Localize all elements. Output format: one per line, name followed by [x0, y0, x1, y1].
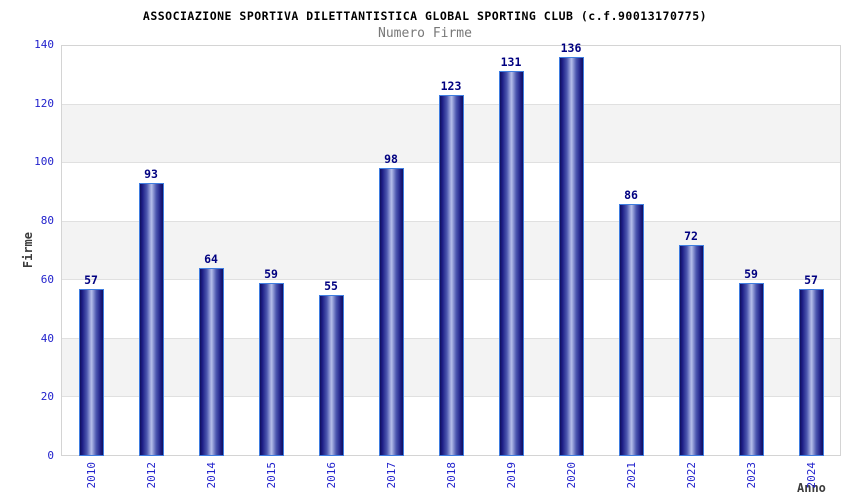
x-tick-label-text: 2024: [804, 462, 818, 489]
bar-value-label: 57: [804, 273, 818, 287]
x-tick-label-text: 2018: [444, 462, 458, 489]
chart-title: ASSOCIAZIONE SPORTIVA DILETTANTISTICA GL…: [142, 9, 708, 23]
bar: [378, 168, 404, 456]
bar: [678, 245, 704, 456]
x-tick-label: 2018: [443, 462, 459, 500]
y-tick-label: 40: [40, 331, 54, 345]
bar: [738, 283, 764, 456]
x-tick-label-text: 2014: [204, 462, 218, 489]
bar: [318, 295, 344, 456]
x-axis-title: Anno: [797, 481, 826, 495]
bar: [618, 204, 644, 456]
x-tick-label-text: 2017: [384, 462, 398, 489]
bar-value-label: 59: [264, 267, 278, 281]
x-tick-label: 2024: [803, 462, 819, 500]
bar-value-label: 123: [440, 79, 462, 93]
bar: [78, 289, 104, 456]
x-tick-label: 2015: [263, 462, 279, 500]
y-tick-label: 80: [40, 214, 54, 228]
x-tick-label: 2014: [203, 462, 219, 500]
y-tick-label: 120: [34, 96, 54, 110]
x-tick-label: 2021: [623, 462, 639, 500]
x-tick-label: 2017: [383, 462, 399, 500]
bar-value-label: 86: [624, 188, 638, 202]
x-tick-label-text: 2016: [324, 462, 338, 489]
chart-subtitle: Numero Firme: [378, 26, 472, 41]
x-tick-label: 2012: [143, 462, 159, 500]
x-tick-label-text: 2015: [264, 462, 278, 489]
y-tick-label: 20: [40, 390, 54, 404]
y-tick-label: 0: [47, 449, 54, 462]
bar: [558, 57, 584, 456]
bar-value-label: 57: [84, 273, 98, 287]
bar: [198, 268, 224, 456]
bar-value-label: 136: [560, 41, 582, 55]
x-tick-label-text: 2021: [624, 462, 638, 489]
x-tick-label: 2010: [83, 462, 99, 500]
x-tick-label-text: 2019: [504, 462, 518, 489]
x-tick-label: 2016: [323, 462, 339, 500]
x-tick-label: 2023: [743, 462, 759, 500]
x-tick-label: 2020: [563, 462, 579, 500]
bar-value-label: 72: [684, 229, 698, 243]
bar-value-label: 131: [500, 55, 522, 69]
bar: [798, 289, 824, 456]
y-tick-label: 140: [34, 38, 54, 51]
bar: [258, 283, 284, 456]
x-tick-label-text: 2010: [84, 462, 98, 489]
x-tick-label: 2019: [503, 462, 519, 500]
bar-value-label: 64: [204, 252, 218, 266]
bar: [438, 95, 464, 456]
bar-value-label: 55: [324, 279, 338, 293]
x-tick-label: 2022: [683, 462, 699, 500]
bar-value-label: 93: [144, 167, 158, 181]
x-tick-label-text: 2023: [744, 462, 758, 489]
grid-band: [62, 46, 840, 104]
x-tick-label-text: 2022: [684, 462, 698, 489]
y-tick-label: 100: [34, 155, 54, 169]
bar-value-label: 98: [384, 152, 398, 166]
y-tick-label: 60: [40, 272, 54, 286]
bar: [138, 183, 164, 456]
x-tick-label-text: 2020: [564, 462, 578, 489]
y-axis-title-text: Firme: [21, 232, 35, 269]
x-tick-label-text: 2012: [144, 462, 158, 489]
bar: [498, 71, 524, 456]
bar-value-label: 59: [744, 267, 758, 281]
